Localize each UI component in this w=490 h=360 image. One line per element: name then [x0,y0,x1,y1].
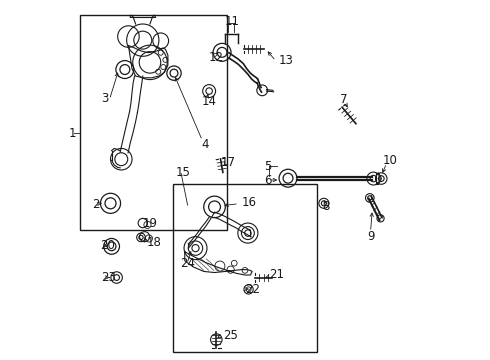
Text: 5: 5 [264,160,271,173]
Text: 8: 8 [322,200,329,213]
Text: 9: 9 [368,230,375,243]
Text: 3: 3 [101,92,108,105]
Text: 18: 18 [147,236,161,249]
Text: 15: 15 [175,166,190,179]
Text: 14: 14 [202,95,217,108]
Text: 10: 10 [382,154,397,167]
Text: 1: 1 [69,127,76,140]
Text: 7: 7 [340,93,347,106]
Text: 2: 2 [92,198,99,211]
Text: 13: 13 [278,54,293,67]
Text: 20: 20 [100,239,115,252]
Text: 17: 17 [220,156,236,169]
Bar [80,15,227,230]
Text: 21: 21 [270,268,284,281]
Text: 25: 25 [223,329,238,342]
Text: 16: 16 [242,196,256,209]
Text: 23: 23 [101,271,116,284]
Text: 19: 19 [143,217,158,230]
Text: 12: 12 [208,51,223,64]
Text: 6: 6 [264,174,271,186]
Text: 24: 24 [180,257,196,270]
Text: 11: 11 [224,15,240,28]
Text: 22: 22 [245,283,260,296]
Bar [173,184,317,352]
Text: 4: 4 [201,138,209,151]
